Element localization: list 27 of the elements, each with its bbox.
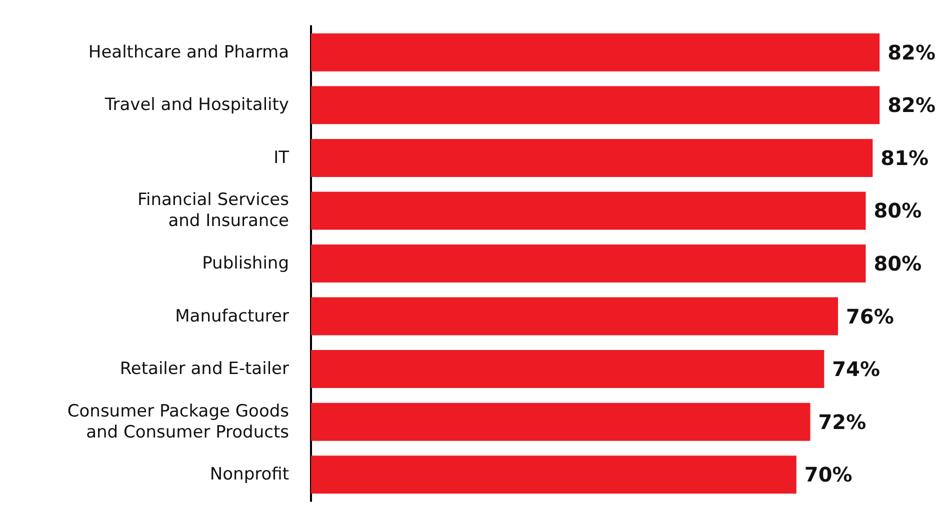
y-tick-label: Nonprofit [210,464,290,485]
y-tick-label: Retailer and E-tailer [120,359,289,380]
y-tick-label: Travel and Hospitality [104,95,289,116]
bar [311,86,880,124]
data-label: 76% [846,304,894,328]
data-label: 82% [888,40,936,64]
y-tick-label: Healthcare and Pharma [88,42,289,62]
data-label: 81% [880,146,929,170]
y-tick-label: Publishing [202,254,289,274]
bar [311,138,873,177]
bar [311,33,880,72]
bar [311,402,810,441]
data-label: 74% [832,357,880,382]
bar [311,350,824,388]
y-tick-label: IT [274,148,290,168]
y-tick-label: Consumer Package Goods and Consumer Products [67,401,290,442]
data-label: 82% [888,93,936,118]
data-label: 80% [874,198,922,223]
data-label: 70% [804,462,852,487]
bar [311,244,866,282]
bar [311,192,866,230]
bar [311,456,796,494]
y-tick-label: Manufacturer [175,306,290,326]
data-label: 80% [874,252,922,276]
y-tick-label: Financial Services and Insurance [137,190,290,232]
bar [311,297,838,336]
data-label: 72% [818,410,866,434]
